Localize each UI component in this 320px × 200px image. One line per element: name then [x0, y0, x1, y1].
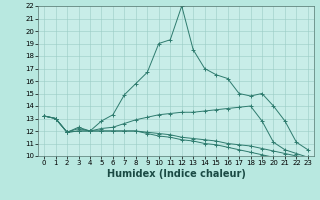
X-axis label: Humidex (Indice chaleur): Humidex (Indice chaleur)	[107, 169, 245, 179]
